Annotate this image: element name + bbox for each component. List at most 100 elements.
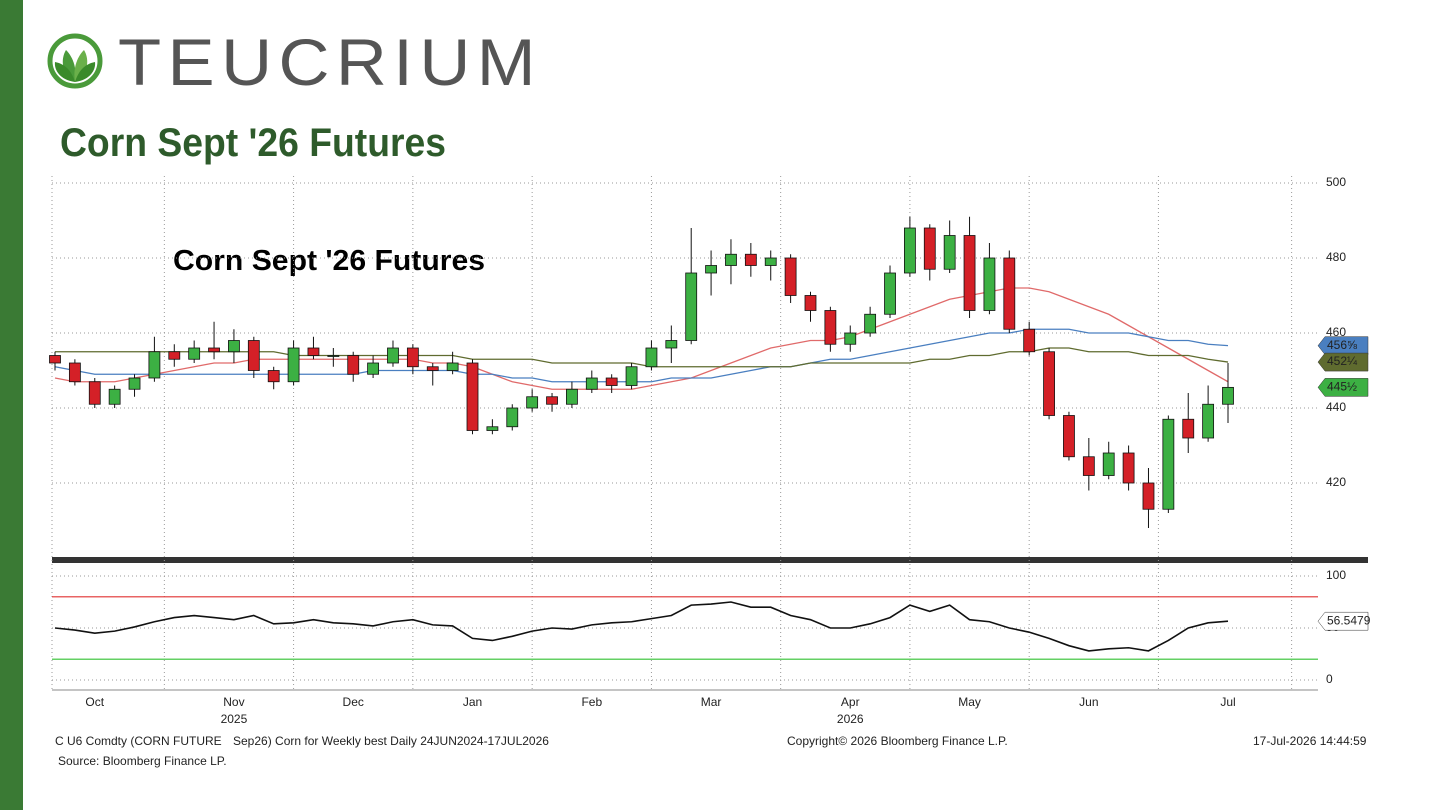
candle-body [884, 272, 896, 315]
candle-body [208, 347, 220, 353]
x-tick-label: Oct [85, 695, 104, 709]
candle-body [725, 253, 737, 266]
candle-body [625, 366, 638, 386]
candle-body [1102, 452, 1115, 476]
x-tick-label: Jul [1220, 695, 1235, 709]
candle-body [824, 310, 837, 345]
candle-body [585, 377, 598, 390]
candle-body [1162, 418, 1175, 510]
candle-body [1202, 403, 1215, 439]
candle-body [526, 396, 539, 409]
candle-body [247, 340, 260, 371]
candle-body [566, 388, 578, 405]
x-tick-label: May [958, 695, 981, 709]
candle-body [486, 426, 499, 431]
candle-body [1003, 257, 1016, 330]
panel-separator [52, 557, 1368, 563]
x-year-label: 2026 [837, 712, 864, 726]
candle-body [1142, 482, 1155, 510]
close-tag-text: 445½ [1327, 380, 1357, 394]
rsi-line [54, 601, 1229, 652]
candle-body [1182, 418, 1195, 439]
x-year-label: 2025 [221, 712, 248, 726]
candle-body [88, 381, 101, 405]
y-tick-label: 500 [1326, 175, 1346, 189]
candle-body [406, 347, 419, 368]
candle-body [546, 396, 558, 405]
candle-body [347, 355, 360, 375]
candle-body [903, 227, 916, 274]
candle-body [506, 407, 519, 428]
x-tick-label: Apr [841, 695, 860, 709]
candle-body [645, 347, 658, 368]
price-tag [1317, 352, 1369, 372]
y-tick-label: 100 [1326, 568, 1346, 582]
candle-body [705, 265, 717, 274]
chart-title: Corn Sept '26 Futures [173, 245, 485, 277]
candle-body [387, 347, 399, 364]
y-tick-label: 420 [1326, 475, 1346, 489]
candle-body [327, 355, 340, 357]
y-tick-label: 480 [1326, 250, 1346, 264]
price-tag [1317, 336, 1369, 355]
slide-title: Corn Sept '26 Futures [60, 121, 446, 165]
candle-body [108, 388, 121, 405]
price-tag-text: 456⅝ [1327, 338, 1358, 352]
candle-body [168, 351, 181, 360]
x-tick-label: Jun [1079, 695, 1098, 709]
price-tag-text: 452¼ [1327, 354, 1358, 368]
candle-body [1063, 415, 1075, 458]
footer-copyright: Copyright© 2026 Bloomberg Finance L.P. [787, 734, 1008, 748]
y-tick-label: 460 [1326, 325, 1346, 339]
candle-body [864, 313, 877, 334]
close-tag [1317, 378, 1369, 397]
candle-body [923, 227, 936, 270]
candle-body [804, 295, 817, 311]
footer-timestamp: 17-Jul-2026 14:44:59 [1253, 734, 1367, 748]
x-tick-label: Dec [343, 695, 364, 709]
candle-body [1023, 328, 1036, 353]
candle-body [426, 366, 439, 371]
candle-body [943, 235, 956, 270]
y-tick-label: 0 [1326, 672, 1333, 686]
candle-body [188, 347, 201, 360]
x-tick-label: Mar [701, 695, 722, 709]
candle-body [764, 257, 777, 266]
candle-body [307, 347, 320, 356]
candle-body [128, 377, 141, 390]
candle-body [466, 362, 479, 431]
logo-icon [47, 33, 103, 89]
x-tick-label: Jan [463, 695, 482, 709]
candle-body [148, 351, 161, 379]
side-bar [0, 0, 23, 810]
candle-body [744, 253, 757, 266]
candle-body [963, 235, 976, 311]
x-tick-label: Feb [581, 695, 602, 709]
rsi-tag [1317, 611, 1369, 631]
candle-body [685, 272, 698, 341]
logo-text: TEUCRIUM [118, 25, 542, 99]
candle-body [1043, 351, 1055, 416]
rsi-tag-text: 56.5479 [1327, 613, 1371, 627]
candle-body [784, 257, 797, 296]
footer-description: Sep26) Corn for Weekly best Daily 24JUN2… [233, 734, 549, 748]
x-tick-label: Nov [223, 695, 244, 709]
candle-body [446, 362, 459, 371]
candle-body [605, 377, 618, 386]
footer-source: Source: Bloomberg Finance LP. [58, 754, 227, 768]
candle-body [1122, 452, 1135, 484]
candle-body [267, 370, 280, 383]
candle-body [49, 355, 61, 364]
candle-body [1222, 386, 1234, 405]
candle-body [1082, 456, 1095, 476]
candle-body [228, 340, 240, 353]
candle-body [367, 362, 380, 375]
candle-body [983, 257, 996, 311]
candle-body [68, 362, 81, 383]
footer-ticker: C U6 Comdty (CORN FUTURE [55, 734, 222, 748]
candle-body [665, 340, 678, 349]
candle-body [287, 347, 300, 383]
y-tick-label: 440 [1326, 400, 1346, 414]
candle-body [844, 332, 857, 345]
